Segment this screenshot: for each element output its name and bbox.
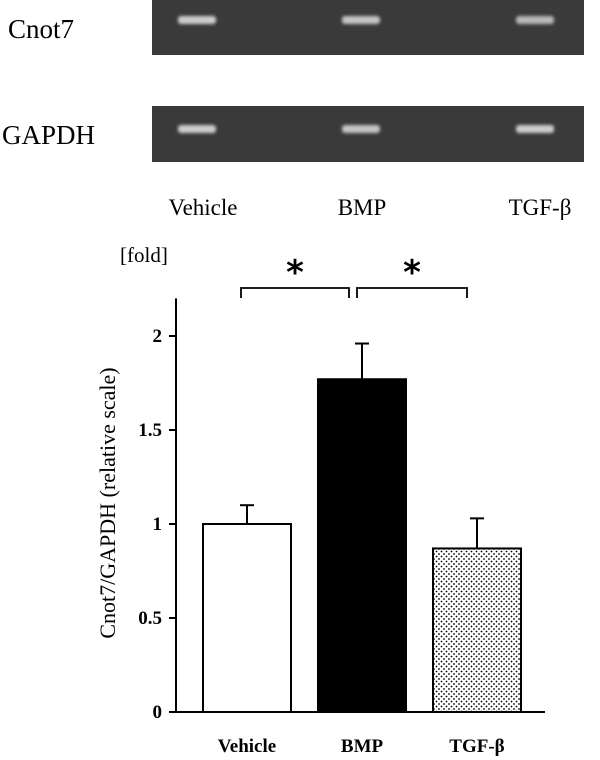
y-tick-label: 1 <box>153 514 163 535</box>
gel-band-gapdh-1 <box>178 125 216 133</box>
gel-band-gapdh-3 <box>516 125 554 133</box>
gel-band-cnot7-1 <box>178 16 216 24</box>
x-category-label: Vehicle <box>218 736 276 757</box>
y-axis-label: Cnot7/GAPDH (relative scale) <box>95 367 120 638</box>
x-category-label: TGF-β <box>449 736 504 757</box>
lane-label-bmp: BMP <box>338 195 387 220</box>
gel-row-cnot7 <box>152 0 584 55</box>
significance-marker: * <box>286 253 304 293</box>
bar-vehicle <box>202 523 292 713</box>
significance-marker: * <box>403 253 421 293</box>
significance-bracket <box>240 287 350 298</box>
bar-chart: 0 0.5 1 1.5 2 Vehicle BMP TGF-β * * <box>138 253 545 757</box>
x-category-label: BMP <box>341 736 384 757</box>
lane-label-vehicle: Vehicle <box>169 195 238 220</box>
gel-label-cnot7: Cnot7 <box>8 14 74 44</box>
lane-label-tgf: TGF-β <box>509 195 572 220</box>
gel-band-gapdh-2 <box>342 125 380 133</box>
y-tick-label: 0.5 <box>138 608 162 629</box>
y-tick-label: 0 <box>153 702 163 723</box>
gel-row-gapdh <box>152 106 584 162</box>
significance-bracket <box>356 287 468 298</box>
bar-bmp <box>317 378 407 713</box>
gel-image <box>152 0 584 162</box>
unit-label: [fold] <box>120 243 168 267</box>
gel-label-gapdh: GAPDH <box>2 120 95 150</box>
bar-tgf <box>432 547 522 713</box>
y-tick-label: 1.5 <box>138 420 162 441</box>
gel-band-cnot7-3 <box>516 16 554 24</box>
y-tick-label: 2 <box>153 326 163 347</box>
gel-band-cnot7-2 <box>342 16 380 24</box>
